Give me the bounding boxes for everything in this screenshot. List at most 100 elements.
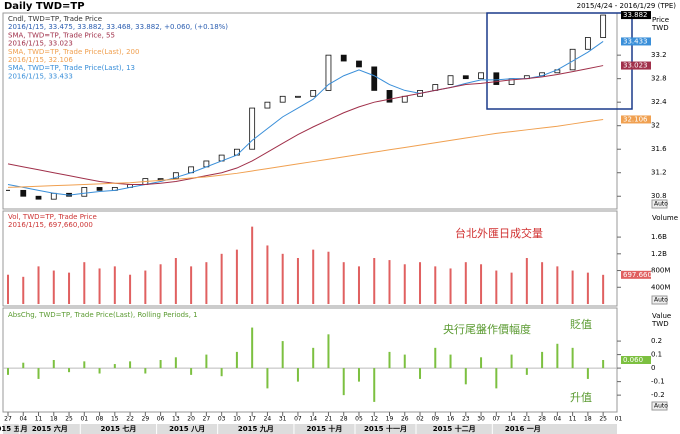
bar [190, 266, 193, 304]
bar [251, 327, 254, 369]
volume-panel [2, 210, 618, 307]
bar [281, 253, 284, 304]
bar [434, 266, 437, 304]
month-label: 2016 一月 [505, 425, 541, 433]
y-tick-label: 32 [651, 122, 660, 130]
bar [7, 368, 9, 375]
last-value-label: 33.882 [623, 11, 648, 19]
x-tick-label: 04 [554, 416, 562, 423]
auto-button-label: Auto [654, 297, 668, 304]
sma-line [7, 65, 604, 185]
auto-button[interactable] [651, 199, 668, 209]
bar [495, 368, 498, 389]
x-tick-label: 25 [599, 416, 607, 423]
bar [174, 357, 177, 369]
x-tick-label: 12 [370, 416, 378, 423]
bar [434, 347, 437, 369]
bar [144, 368, 147, 374]
bar [403, 354, 406, 369]
bar [205, 354, 208, 369]
bar [205, 262, 208, 304]
price-candle [478, 72, 484, 80]
bar [235, 249, 238, 304]
x-tick-label: 15 [111, 416, 119, 423]
axis-label: Value [652, 312, 671, 320]
y-tick-label: 0.2 [651, 337, 662, 345]
date-range: 2015/4/24 - 2016/1/29 (TPE) [577, 2, 677, 10]
legend-text: Vol, TWD=TP, Trade Price [8, 213, 97, 221]
bar [190, 368, 193, 375]
price-candle [600, 14, 607, 38]
price-candle [157, 178, 164, 181]
auto-button-label: Auto [654, 403, 668, 410]
x-tick-label: 11 [569, 416, 577, 423]
y-tick-label: -0.1 [651, 378, 665, 386]
auto-button[interactable] [651, 401, 668, 411]
y-tick-label: 400M [651, 283, 670, 291]
bar [541, 351, 544, 369]
x-tick-label: 29 [142, 416, 150, 423]
y-tick-label: 33.2 [651, 51, 667, 59]
bar [586, 368, 589, 379]
x-tick-label: 13 [172, 416, 180, 423]
last-value-box [621, 356, 651, 364]
last-value-box [621, 11, 651, 20]
sma-line [7, 118, 604, 188]
bar [373, 258, 376, 304]
bar [602, 274, 605, 304]
last-value-box [621, 61, 651, 70]
price-candle [325, 54, 332, 91]
bar [342, 262, 345, 304]
x-tick-label: 28 [340, 416, 348, 423]
last-value-label: 33.023 [623, 62, 648, 70]
legend-text: SMA, TWD=TP, Trade Price, 55 [8, 31, 115, 39]
x-tick-label: 24 [264, 416, 272, 423]
price-candle [279, 95, 286, 103]
bar [556, 266, 559, 304]
bar [327, 251, 330, 304]
bar [37, 368, 40, 379]
price-candle [20, 189, 27, 197]
x-tick-label: 10 [233, 416, 241, 423]
x-tick-label: 08 [96, 416, 104, 423]
x-tick-label: 01 [80, 416, 88, 423]
price-candle [584, 37, 591, 50]
bar [357, 266, 360, 304]
x-tick-label: 26 [401, 416, 409, 423]
price-candle [249, 107, 256, 150]
bar [586, 272, 589, 304]
last-value-box [621, 270, 651, 279]
axis-label: TWD [651, 320, 669, 328]
price-candle [356, 60, 362, 68]
x-tick-label: 14 [309, 416, 317, 423]
x-tick-label: 17 [248, 416, 256, 423]
bar [174, 258, 177, 304]
price-candle [96, 187, 103, 191]
month-label: 2015 六月 [32, 424, 68, 433]
last-value-label: 32.106 [623, 115, 648, 123]
x-tick-label: 21 [325, 416, 333, 423]
y-tick-label: 800M [651, 267, 670, 275]
price-candle [310, 90, 317, 97]
price-candle [340, 54, 347, 62]
bar [419, 368, 422, 379]
legend-text: SMA, TWD=TP, Trade Price(Last), 200 [8, 48, 139, 56]
x-tick-label: 23 [462, 416, 470, 423]
price-candle [81, 187, 88, 197]
bar [296, 258, 299, 304]
price-candle [371, 66, 378, 91]
bar [266, 245, 269, 304]
bar [388, 351, 391, 369]
legend-text: SMA, TWD=TP, Trade Price(Last), 13 [8, 64, 135, 72]
x-tick-label: 27 [4, 416, 12, 423]
bar [602, 360, 605, 369]
auto-button-label: Auto [654, 201, 668, 208]
change-panel [2, 307, 618, 413]
bar [403, 264, 406, 304]
bar [220, 253, 223, 304]
x-tick-label: 16 [447, 416, 455, 423]
bar [7, 274, 9, 304]
legend-text: Cndl, TWD=TP, Trade Price [8, 15, 102, 23]
bar [266, 368, 269, 389]
auto-button[interactable] [651, 295, 668, 305]
